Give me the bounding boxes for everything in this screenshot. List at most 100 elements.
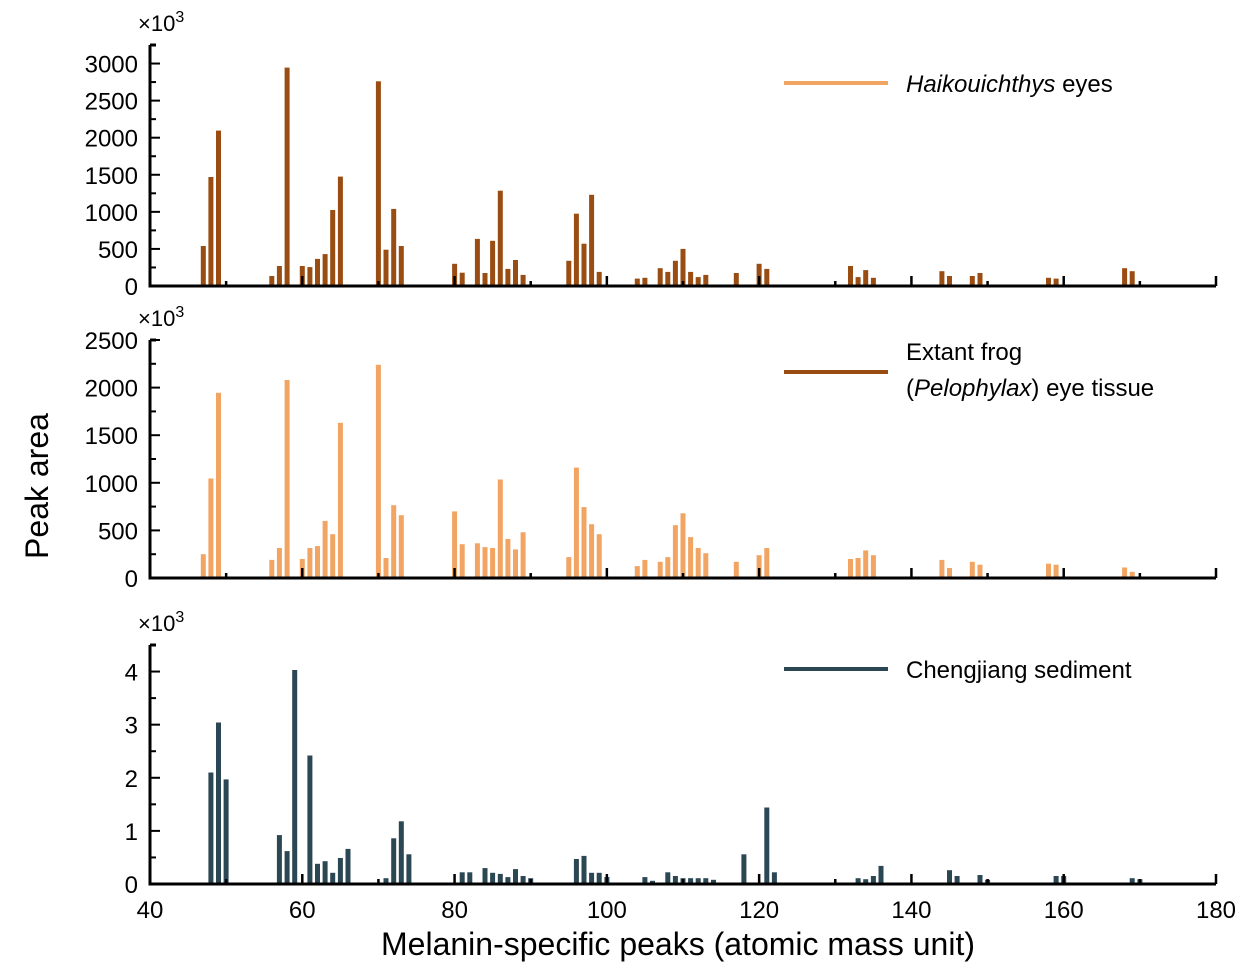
y-tick-label: 2500	[85, 328, 138, 355]
bar	[1046, 277, 1051, 286]
x-tick-label: 180	[1196, 897, 1236, 924]
bar	[269, 276, 275, 286]
bar	[688, 537, 694, 578]
panels-group: 050010001500200025003000×103Haikouichthy…	[85, 9, 1236, 924]
y-tick-label: 1	[125, 819, 138, 846]
bar	[589, 872, 595, 884]
bar	[733, 561, 739, 578]
bar	[1053, 876, 1059, 884]
bar	[581, 243, 587, 286]
bar	[680, 248, 686, 286]
bar	[315, 546, 320, 578]
panel-pelophylax: 0 500 1000 1500 2000 2500×103 Extant frog (Pelo…	[85, 304, 1218, 593]
bar	[200, 246, 206, 286]
x-tick-label: 40	[137, 897, 164, 924]
bar	[375, 364, 381, 578]
bar	[513, 869, 518, 884]
bar	[870, 876, 876, 884]
y-tick-label: 500	[98, 518, 138, 545]
bar	[596, 534, 602, 578]
bar	[398, 246, 404, 286]
bar	[703, 878, 709, 884]
bar	[855, 558, 861, 578]
x-tick-label: 160	[1044, 897, 1084, 924]
bar	[513, 549, 518, 578]
bar	[596, 872, 602, 884]
y-tick-label: 1000	[85, 200, 138, 227]
legend-label-line2-rest: ) eye tissue	[1031, 375, 1154, 402]
bar	[391, 838, 397, 884]
bar	[467, 872, 473, 884]
bar	[665, 872, 671, 884]
bar	[977, 273, 983, 286]
bar	[200, 554, 206, 578]
bar	[1129, 571, 1135, 578]
bar	[1053, 278, 1059, 286]
bar	[482, 868, 488, 884]
bar	[969, 561, 975, 578]
bar	[307, 755, 313, 884]
y-tick-label: 1000	[85, 471, 138, 498]
bar	[947, 568, 952, 578]
bar	[490, 548, 496, 578]
y-multiplier-exponent: 3	[175, 9, 184, 26]
bar	[1129, 271, 1135, 286]
bar	[1129, 878, 1135, 884]
bar	[977, 564, 983, 578]
bar	[459, 872, 465, 884]
bar	[581, 855, 587, 884]
y-tick-label: 500	[98, 237, 138, 264]
bar	[566, 557, 572, 578]
bar	[337, 176, 343, 286]
bar	[863, 270, 869, 286]
bar	[870, 555, 876, 578]
bar	[520, 274, 526, 286]
bar	[642, 877, 648, 884]
bar	[1053, 564, 1059, 578]
bar	[223, 779, 229, 884]
bar	[939, 271, 945, 286]
y-tick-label: 2000	[85, 376, 138, 403]
y-tick-label: 1500	[85, 163, 138, 190]
bar	[208, 177, 214, 286]
bar	[520, 876, 526, 884]
bar	[581, 507, 587, 578]
bar	[490, 872, 496, 884]
bar	[330, 872, 336, 884]
bar	[474, 238, 480, 286]
bar	[482, 547, 488, 578]
y-tick-label: 0	[125, 872, 138, 899]
bar	[863, 550, 869, 578]
bar	[452, 511, 458, 578]
bar	[589, 194, 595, 286]
bar	[711, 879, 716, 884]
bar	[764, 548, 770, 578]
legend-label-line2: (Pelophylax) eye tissue	[906, 375, 1154, 402]
bar	[695, 548, 701, 578]
bar	[703, 274, 709, 286]
bar	[741, 854, 747, 884]
panel-chengjiang: 0 1 2 3 4 40 60 80 100 120 140 160 180 ×103 Chengjiang…	[125, 609, 1236, 924]
y-multiplier-label: ×103	[138, 9, 184, 36]
bar	[497, 479, 503, 578]
bar	[703, 553, 709, 578]
bar	[474, 543, 480, 578]
bar	[878, 865, 884, 884]
bar	[216, 722, 221, 884]
bar	[596, 271, 602, 286]
bar	[497, 190, 503, 286]
bar	[1122, 268, 1128, 286]
bar	[216, 130, 221, 286]
y-multiplier-label: ×103	[138, 304, 184, 331]
bar	[482, 273, 488, 286]
bar	[1046, 563, 1051, 578]
panel-haikouichthys: 0 500 1000 1500 2000 2500 3000×103 Haikouichthy…	[85, 9, 1218, 301]
x-tick-label: 80	[441, 897, 468, 924]
bar	[589, 524, 595, 578]
y-tick-label: 2	[125, 766, 138, 793]
y-multiplier-exponent: 3	[175, 304, 184, 321]
y-tick-label: 0	[125, 274, 138, 301]
legend-label-line2-pre: (	[906, 375, 914, 402]
bar	[650, 880, 655, 884]
